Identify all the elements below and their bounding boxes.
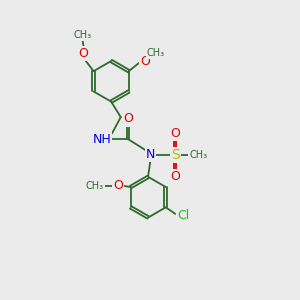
- Text: Cl: Cl: [177, 209, 189, 222]
- Text: O: O: [140, 55, 150, 68]
- Text: O: O: [170, 127, 180, 140]
- Text: CH₃: CH₃: [147, 48, 165, 58]
- Text: CH₃: CH₃: [189, 150, 207, 160]
- Text: N: N: [146, 148, 155, 161]
- Text: O: O: [170, 170, 180, 183]
- Text: O: O: [78, 47, 88, 60]
- Text: CH₃: CH₃: [86, 181, 104, 190]
- Text: S: S: [171, 148, 179, 162]
- Text: CH₃: CH₃: [74, 30, 92, 40]
- Text: O: O: [113, 179, 123, 192]
- Text: NH: NH: [92, 133, 111, 146]
- Text: O: O: [123, 112, 133, 125]
